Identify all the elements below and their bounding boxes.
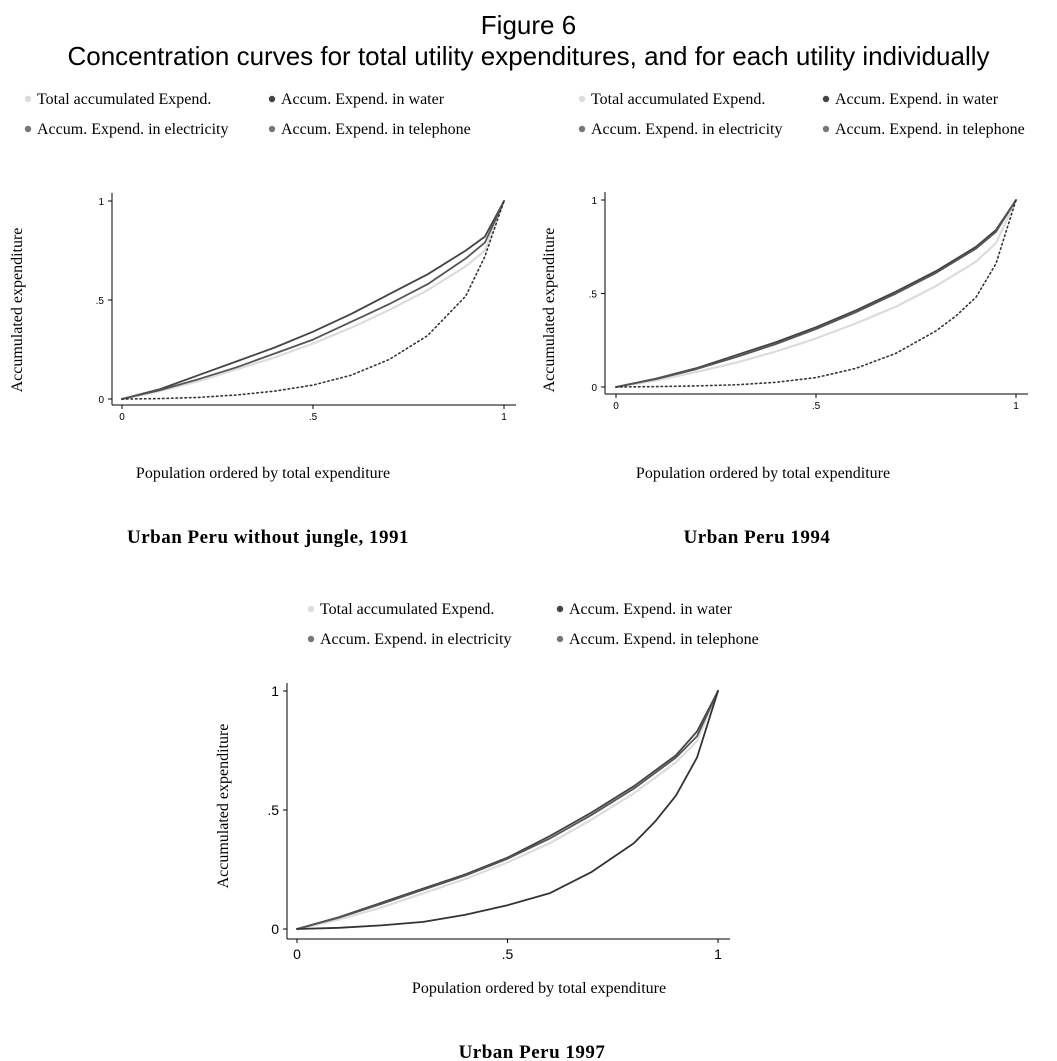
series-line-total [295, 689, 720, 931]
legend-label: Accum. Expend. in telephone [835, 121, 1025, 138]
legend-label: Total accumulated Expend. [591, 91, 765, 108]
figure-title: Figure 6 [480, 10, 577, 40]
series-line-electricity [121, 200, 505, 400]
legend-label: Accum. Expend. in electricity [320, 631, 511, 648]
chart-panel-1: Total accumulated Expend. Accum. Expend. … [9, 91, 516, 548]
legend-item-water: Accum. Expend. in water [556, 601, 733, 618]
legend-label: Accum. Expend. in telephone [281, 121, 471, 138]
figure-subtitle: Concentration curves for total utility e… [67, 41, 990, 71]
panel-caption: Urban Peru without jungle, 1991 [127, 527, 409, 548]
chart-panel-2: Total accumulated Expend. Accum. Expend. … [541, 91, 1028, 548]
legend-item-telephone: Accum. Expend. in telephone [822, 121, 1025, 138]
y-axis-label: Accumulated expenditure [215, 724, 232, 889]
y-tick-label: .5 [589, 290, 598, 301]
y-tick-label: 0 [271, 921, 279, 937]
y-tick-label: 1 [271, 683, 279, 699]
series-line-water [121, 200, 505, 400]
series-line-telephone [615, 199, 1017, 388]
legend-marker [556, 605, 564, 613]
panel-caption: Urban Peru 1997 [459, 1042, 606, 1061]
legend-item-total: Total accumulated Expend. [578, 91, 765, 108]
legend-label: Accum. Expend. in water [569, 601, 733, 618]
panel-caption: Urban Peru 1994 [684, 527, 831, 548]
legend-label: Accum. Expend. in water [281, 91, 445, 108]
legend-label: Total accumulated Expend. [37, 91, 211, 108]
x-tick-label: 0 [119, 412, 125, 423]
x-tick-label: 0 [293, 946, 301, 962]
x-axis-label: Population ordered by total expenditure [636, 465, 890, 482]
legend-item-telephone: Accum. Expend. in telephone [556, 631, 759, 648]
legend-marker [268, 95, 276, 103]
series-line-electricity [296, 690, 719, 930]
x-tick-label: .5 [309, 412, 318, 423]
legend-label: Accum. Expend. in water [835, 91, 999, 108]
y-tick-label: .5 [96, 296, 105, 307]
x-tick-label: 1 [1013, 401, 1019, 412]
legend-marker [268, 125, 276, 133]
y-tick-label: 0 [591, 383, 597, 394]
legend-marker [24, 125, 32, 133]
series-line-water [615, 199, 1017, 388]
legend-item-electricity: Accum. Expend. in electricity [578, 121, 782, 138]
legend-marker [24, 95, 32, 103]
legend-item-total: Total accumulated Expend. [307, 601, 494, 618]
legend-marker [307, 605, 315, 613]
series-line-total [614, 198, 1018, 389]
chart-panel-3: Total accumulated Expend. Accum. Expend. … [215, 601, 759, 1061]
y-tick-label: 1 [591, 196, 597, 207]
legend-item-water: Accum. Expend. in water [822, 91, 999, 108]
legend-item-telephone: Accum. Expend. in telephone [268, 121, 471, 138]
legend-item-electricity: Accum. Expend. in electricity [307, 631, 511, 648]
series-line-water [296, 690, 719, 930]
legend-marker [578, 125, 586, 133]
legend-label: Accum. Expend. in telephone [569, 631, 759, 648]
legend-label: Total accumulated Expend. [320, 601, 494, 618]
legend-label: Accum. Expend. in electricity [37, 121, 228, 138]
x-tick-label: .5 [812, 401, 821, 412]
series-line-electricity [615, 199, 1017, 388]
legend-marker [307, 635, 315, 643]
legend-item-water: Accum. Expend. in water [268, 91, 445, 108]
legend-marker [556, 635, 564, 643]
x-tick-label: 1 [714, 946, 722, 962]
legend-marker [822, 125, 830, 133]
legend-item-electricity: Accum. Expend. in electricity [24, 121, 228, 138]
legend-marker [578, 95, 586, 103]
series-line-total [120, 199, 506, 401]
x-axis-label: Population ordered by total expenditure [412, 980, 666, 997]
series-line-telephone [121, 200, 505, 400]
y-tick-label: 1 [98, 197, 104, 208]
legend-marker [822, 95, 830, 103]
y-tick-label: 0 [98, 395, 104, 406]
y-axis-label: Accumulated expenditure [9, 228, 26, 393]
x-axis-label: Population ordered by total expenditure [136, 465, 390, 482]
legend-label: Accum. Expend. in electricity [591, 121, 782, 138]
x-tick-label: 0 [613, 401, 619, 412]
x-tick-label: 1 [501, 412, 507, 423]
legend-item-total: Total accumulated Expend. [24, 91, 211, 108]
y-axis-label: Accumulated expenditure [541, 228, 558, 393]
y-tick-label: .5 [267, 802, 279, 818]
series-line-telephone [296, 690, 719, 930]
x-tick-label: .5 [502, 946, 514, 962]
